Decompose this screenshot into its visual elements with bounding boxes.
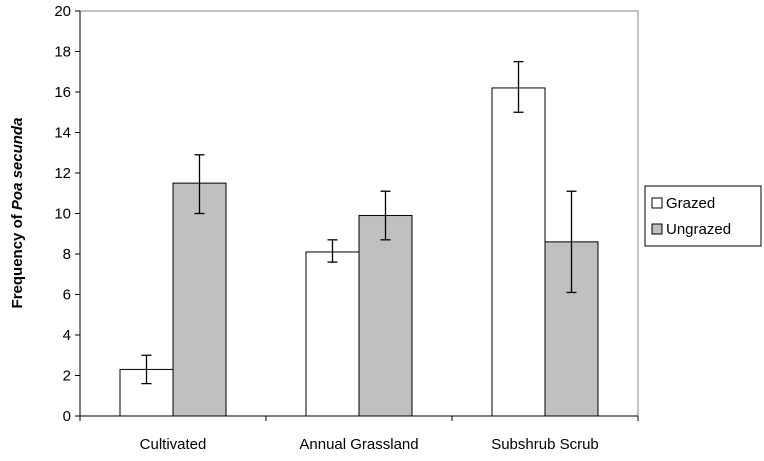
y-axis-title-prefix: Frequency of <box>9 210 26 308</box>
legend-swatch-ungrazed <box>651 223 663 235</box>
error-bar-ungrazed-2 <box>566 190 577 294</box>
bar-grazed-1 <box>305 251 360 417</box>
y-axis-title: Frequency of Poa secunda <box>9 118 26 309</box>
error-bar-grazed-0 <box>141 354 152 385</box>
y-tick-label: 18 <box>54 44 71 61</box>
y-tick-label: 4 <box>63 327 71 344</box>
x-tick-label: Subshrub Scrub <box>491 436 599 453</box>
legend: Grazed Ungrazed <box>644 185 762 247</box>
y-tick-label: 14 <box>54 125 71 142</box>
bars-layer <box>119 87 599 417</box>
y-tick-label: 8 <box>63 246 71 263</box>
legend-swatch-grazed <box>651 197 663 209</box>
bar-grazed-2 <box>491 87 546 417</box>
x-tick-label: Cultivated <box>140 436 207 453</box>
y-tick-label: 2 <box>63 368 71 385</box>
x-tick-labels: Cultivated Annual Grassland Subshrub Scrub <box>79 416 639 453</box>
bar-ungrazed-0 <box>172 182 227 417</box>
x-tick-label: Annual Grassland <box>299 436 418 453</box>
error-bar-ungrazed-1 <box>380 190 391 241</box>
legend-label-grazed: Grazed <box>666 195 715 212</box>
legend-label-ungrazed: Ungrazed <box>666 221 731 238</box>
y-axis-title-species: Poa secunda <box>9 118 26 211</box>
y-tick-label: 20 <box>54 3 71 20</box>
error-bar-grazed-2 <box>513 60 524 113</box>
error-bar-ungrazed-0 <box>194 154 205 215</box>
y-tick-label: 12 <box>54 165 71 182</box>
y-tick-label: 16 <box>54 84 71 101</box>
legend-box <box>644 185 762 247</box>
y-tick-label: 0 <box>63 408 71 425</box>
y-tick-label: 10 <box>54 206 71 223</box>
error-bar-grazed-1 <box>327 239 338 263</box>
y-tick-label: 6 <box>63 287 71 304</box>
error-bars-layer <box>141 60 577 385</box>
y-tick-labels: 0 2 4 6 8 10 12 14 16 18 20 <box>54 3 80 425</box>
bar-ungrazed-1 <box>358 215 413 417</box>
